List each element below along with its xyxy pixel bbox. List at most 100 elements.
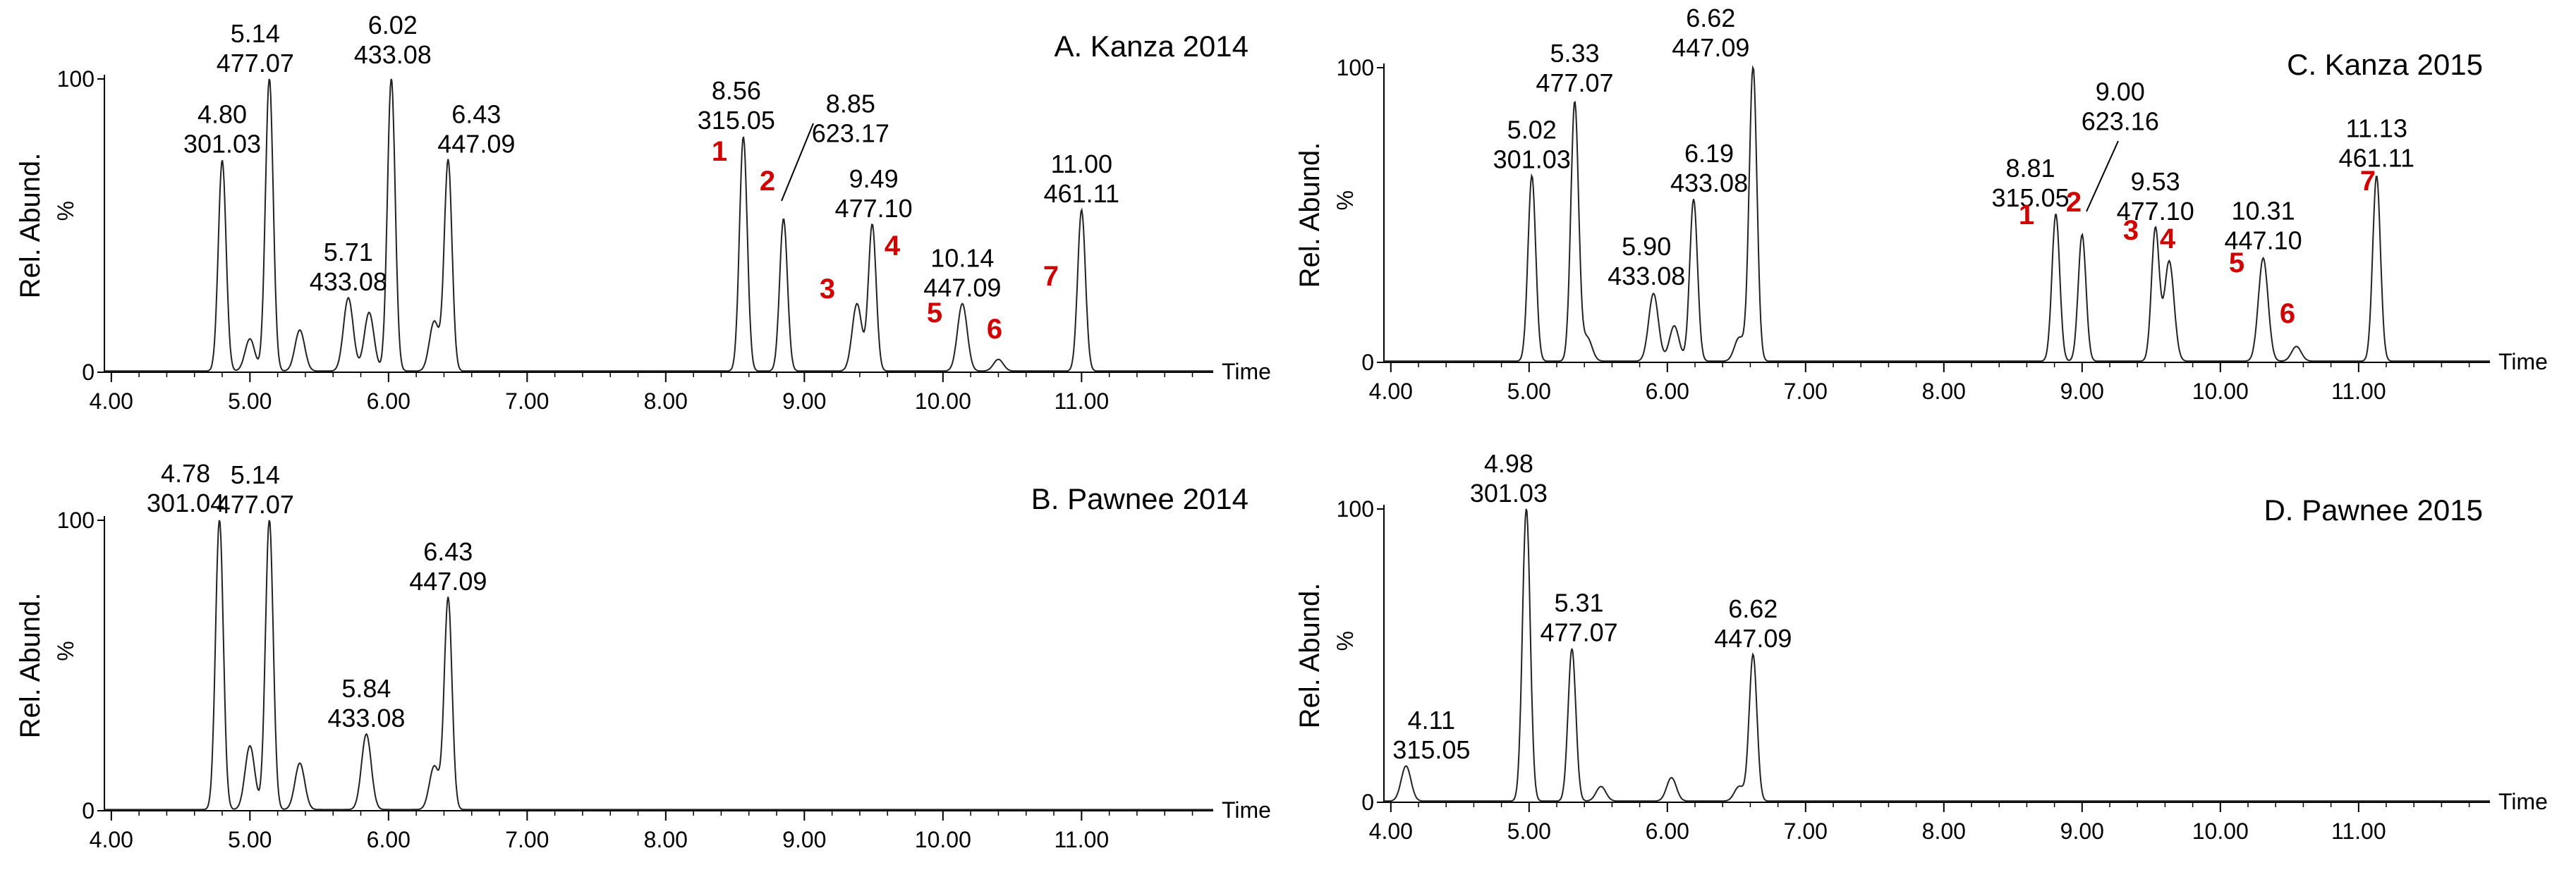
- y-tick-label: 100: [57, 508, 95, 533]
- x-tick-label: 6.00: [1646, 818, 1689, 844]
- x-tick-label: 7.00: [1784, 818, 1828, 844]
- peak-marker-5: 5: [2229, 247, 2244, 278]
- chart-panel-3: 0 100 4.00 5.00 6.00 7.00 8.00 9.00 10.00 11.00 Ti…: [1294, 4, 2548, 404]
- peak-marker-2: 2: [2066, 187, 2082, 218]
- peak-time-label: 11.13: [2346, 114, 2407, 143]
- peak-time-label: 8.81: [2006, 154, 2055, 183]
- peak-time-label: 4.78: [161, 459, 210, 488]
- peak-time-label: 6.62: [1728, 594, 1778, 623]
- x-tick-label: 8.00: [644, 388, 688, 414]
- peak-mz-label: 623.17: [812, 119, 889, 148]
- x-tick-label: 4.00: [90, 827, 133, 852]
- peak-marker-2: 2: [760, 166, 775, 197]
- x-tick-label: 11.00: [1054, 388, 1109, 414]
- y-axis-label: Rel. Abund.: [15, 153, 46, 299]
- y-tick-label: 100: [57, 66, 95, 92]
- peak-time-label: 9.49: [849, 164, 899, 193]
- x-tick-label: 10.00: [915, 388, 971, 414]
- panel-title: B. Pawnee 2014: [1031, 482, 1248, 515]
- peak-mz-label: 447.09: [1672, 33, 1749, 62]
- peak-mz-label: 447.09: [409, 567, 487, 596]
- peak-mz-label: 433.08: [1608, 262, 1685, 290]
- peak-mz-label: 477.10: [2117, 197, 2194, 226]
- x-axis-label: Time: [1222, 359, 1271, 384]
- x-tick-label: 4.00: [1369, 379, 1413, 404]
- x-axis-label: Time: [2498, 349, 2548, 374]
- peak-mz-label: 301.03: [1493, 145, 1571, 174]
- peak-mz-label: 477.07: [1541, 618, 1618, 647]
- peak-time-label: 9.53: [2131, 167, 2180, 196]
- peak-mz-label: 433.08: [310, 267, 387, 296]
- x-tick-label: 8.00: [644, 827, 688, 852]
- x-tick-label: 9.00: [782, 388, 826, 414]
- y-tick-label: 0: [1361, 350, 1374, 375]
- chromatogram-trace: [104, 78, 1213, 372]
- peak-time-label: 8.85: [826, 90, 875, 118]
- x-tick-label: 7.00: [505, 388, 549, 414]
- x-tick-label: 8.00: [1922, 379, 1966, 404]
- x-tick-label: 5.00: [228, 827, 272, 852]
- peak-time-label: 6.62: [1686, 4, 1735, 32]
- peak-time-label: 5.84: [341, 674, 391, 703]
- peak-mz-label: 301.03: [1470, 479, 1548, 508]
- x-tick-label: 7.00: [505, 827, 549, 852]
- x-tick-label: 10.00: [2192, 818, 2249, 844]
- y-axis-label: Rel. Abund.: [1294, 583, 1325, 729]
- panel-title: C. Kanza 2015: [2287, 48, 2483, 81]
- leader-line: [781, 123, 814, 202]
- x-tick-label: 6.00: [1646, 379, 1689, 404]
- y-tick-label: 0: [1361, 790, 1374, 815]
- peak-marker-3: 3: [820, 274, 835, 305]
- peak-mz-label: 433.08: [327, 704, 405, 732]
- panel-title: D. Pawnee 2015: [2264, 493, 2483, 527]
- x-tick-label: 5.00: [228, 388, 272, 414]
- peak-mz-label: 477.07: [217, 490, 294, 519]
- chromatogram-trace: [1384, 65, 2490, 362]
- peak-time-label: 5.31: [1555, 589, 1604, 618]
- peak-mz-label: 477.07: [1536, 68, 1613, 97]
- peak-mz-label: 433.08: [1670, 168, 1748, 197]
- x-tick-label: 6.00: [367, 827, 411, 852]
- peak-mz-label: 315.05: [1992, 183, 2070, 212]
- y-axis-unit: %: [53, 201, 78, 221]
- peak-time-label: 5.14: [231, 460, 280, 489]
- peak-mz-label: 301.04: [147, 489, 224, 517]
- peak-marker-7: 7: [2360, 166, 2376, 197]
- peak-time-label: 8.56: [712, 76, 761, 105]
- peak-time-label: 5.90: [1622, 232, 1671, 261]
- x-axis-label: Time: [2498, 789, 2548, 814]
- peak-marker-6: 6: [987, 314, 1002, 345]
- x-tick-label: 11.00: [2331, 379, 2386, 404]
- peak-mz-label: 433.08: [354, 40, 432, 69]
- peak-time-label: 6.19: [1684, 139, 1734, 168]
- peak-mz-label: 623.16: [2082, 106, 2159, 135]
- x-tick-label: 11.00: [2331, 818, 2386, 844]
- peak-marker-6: 6: [2280, 298, 2295, 329]
- y-axis-unit: %: [1332, 631, 1358, 651]
- peak-mz-label: 301.03: [183, 129, 261, 158]
- peak-marker-4: 4: [2160, 223, 2176, 254]
- peak-marker-5: 5: [927, 298, 942, 329]
- peak-time-label: 6.02: [368, 11, 418, 39]
- peak-marker-1: 1: [2019, 200, 2034, 231]
- y-axis-unit: %: [53, 641, 78, 661]
- panel-title: A. Kanza 2014: [1054, 30, 1248, 63]
- y-axis-label: Rel. Abund.: [15, 593, 46, 739]
- y-tick-label: 0: [82, 798, 95, 823]
- peak-mz-label: 461.11: [1044, 179, 1119, 208]
- peak-time-label: 5.33: [1550, 39, 1599, 68]
- peak-time-label: 11.00: [1051, 149, 1112, 178]
- peak-time-label: 10.14: [930, 243, 994, 272]
- x-tick-label: 9.00: [2060, 379, 2104, 404]
- peak-time-label: 4.80: [198, 99, 247, 128]
- chart-panel-1: 0 100 4.00 5.00 6.00 7.00 8.00 9.00 10.00 11.00 Ti…: [15, 11, 1271, 414]
- x-tick-label: 11.00: [1054, 827, 1109, 852]
- y-axis-unit: %: [1332, 190, 1358, 210]
- y-tick-label: 100: [1337, 55, 1374, 80]
- peak-time-label: 6.43: [451, 99, 501, 128]
- peak-mz-label: 447.09: [923, 273, 1001, 302]
- peak-time-label: 5.14: [231, 19, 280, 48]
- y-axis-label: Rel. Abund.: [1294, 142, 1325, 288]
- chromatogram-trace: [104, 520, 1213, 811]
